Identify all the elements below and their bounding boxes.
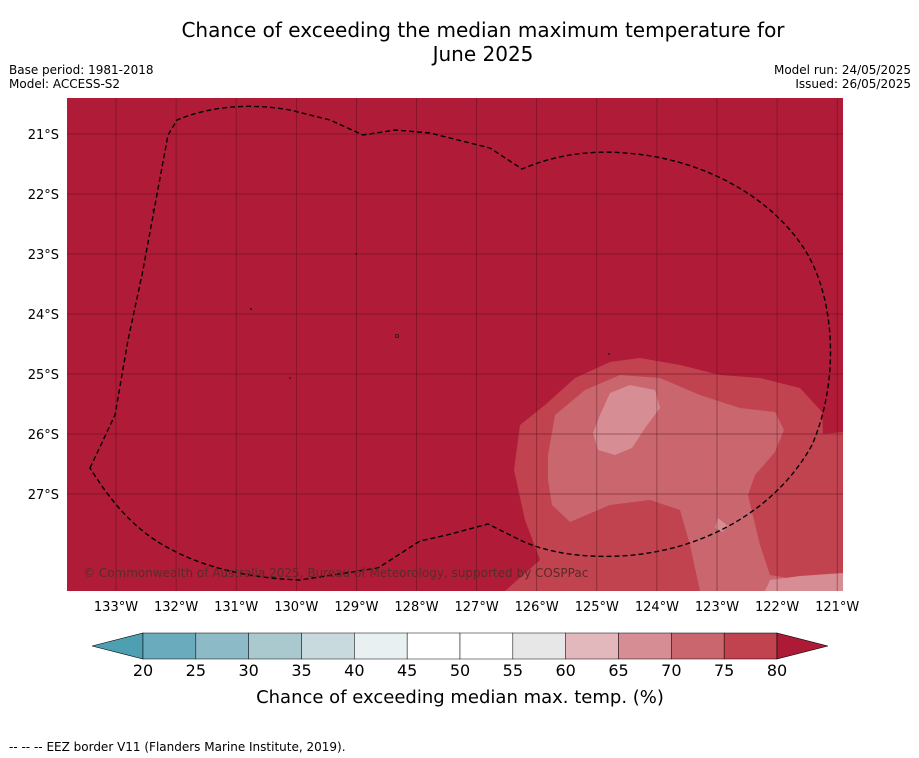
longitude-tick-label: 126°W [515, 600, 559, 615]
island-marker [355, 253, 357, 255]
colorbar-cell [195, 632, 249, 660]
colorbar-cell [406, 632, 461, 660]
longitude-tick-label: 124°W [635, 600, 679, 615]
longitude-tick-label: 128°W [394, 600, 438, 615]
eez-legend-symbol: -- -- -- [9, 740, 43, 754]
colorbar-tick-label: 75 [714, 661, 734, 680]
island-markers [139, 209, 610, 379]
colorbar-high-extend [776, 632, 829, 660]
colorbar-tick-label: 65 [608, 661, 628, 680]
colorbar-tick-label: 30 [238, 661, 258, 680]
title-line-2: June 2025 [432, 42, 534, 66]
colorbar-tick-label: 35 [291, 661, 311, 680]
island-marker [139, 281, 141, 283]
colorbar-cell [671, 632, 725, 660]
latitude-axis: 21°S 22°S 23°S 24°S 25°S 26°S 27°S [28, 128, 59, 503]
colorbar-cell [354, 632, 408, 660]
colorbar-cell [459, 632, 514, 660]
colorbar-tick-label: 70 [661, 661, 681, 680]
latitude-tick-label: 24°S [28, 308, 59, 323]
base-period-text: Base period: 1981-2018 [9, 63, 154, 77]
colorbar-tick-label: 25 [186, 661, 206, 680]
latitude-tick-label: 25°S [28, 368, 59, 383]
colorbar-tick-label: 50 [450, 661, 470, 680]
colorbar-tick-label: 40 [344, 661, 364, 680]
colorbar-title: Chance of exceeding median max. temp. (%… [256, 687, 664, 708]
colorbar-tick-label: 45 [397, 661, 417, 680]
model-run-text: Model run: 24/05/2025 [773, 63, 911, 77]
colorbar-tick-label: 20 [133, 661, 153, 680]
title-line-1: Chance of exceeding the median maximum t… [181, 18, 785, 42]
latitude-tick-label: 23°S [28, 248, 59, 263]
colorbar-cell [142, 632, 197, 660]
island-marker [250, 308, 252, 310]
island-marker [394, 333, 399, 338]
metadata-right: Model run: 24/05/2025 Issued: 26/05/2025 [774, 63, 911, 91]
colorbar: 20 25 30 35 40 45 50 55 60 65 70 75 80 Chance of exc… [91, 632, 829, 708]
longitude-tick-label: 123°W [695, 600, 739, 615]
longitude-tick-label: 125°W [575, 600, 619, 615]
colorbar-cell [248, 632, 302, 660]
colorbar-tick-label: 55 [503, 661, 523, 680]
footer-legend: -- -- -- EEZ border V11 (Flanders Marine… [9, 740, 346, 754]
island-marker [289, 377, 291, 379]
map-gridlines [67, 98, 843, 591]
model-text: Model: ACCESS-S2 [9, 77, 121, 91]
map-title: Chance of exceeding the median maximum t… [0, 18, 919, 66]
longitude-tick-label: 129°W [334, 600, 378, 615]
eez-legend-text: EEZ border V11 (Flanders Marine Institut… [46, 740, 346, 754]
latitude-tick-label: 26°S [28, 428, 59, 443]
latitude-tick-label: 21°S [28, 128, 59, 143]
latitude-tick-label: 22°S [28, 188, 59, 203]
colorbar-tick-label: 60 [555, 661, 575, 680]
longitude-tick-label: 122°W [755, 600, 799, 615]
longitude-tick-label: 130°W [274, 600, 318, 615]
island-marker [608, 353, 610, 355]
colorbar-cell [565, 632, 619, 660]
colorbar-cell [512, 632, 566, 660]
longitude-axis: 133°W 132°W 131°W 130°W 129°W 128°W 127°W 126°W… [94, 600, 860, 615]
colorbar-tick-label: 80 [767, 661, 787, 680]
colorbar-cells [142, 632, 778, 660]
longitude-tick-label: 133°W [94, 600, 138, 615]
map-panel: © Commonwealth of Australia 2025, Bureau… [67, 98, 843, 591]
issued-text: Issued: 26/05/2025 [795, 77, 911, 91]
copyright-text: © Commonwealth of Australia 2025, Bureau… [83, 566, 588, 580]
colorbar-cell [618, 632, 672, 660]
island-marker [152, 209, 154, 211]
probability-65-70-region [593, 385, 843, 591]
metadata-left: Base period: 1981-2018 Model: ACCESS-S2 [9, 63, 154, 91]
longitude-tick-label: 131°W [214, 600, 258, 615]
latitude-tick-label: 27°S [28, 488, 59, 503]
longitude-tick-label: 132°W [154, 600, 198, 615]
colorbar-low-extend [91, 632, 144, 660]
colorbar-cell [723, 632, 778, 660]
longitude-tick-label: 121°W [815, 600, 859, 615]
longitude-tick-label: 127°W [455, 600, 499, 615]
colorbar-cell [301, 632, 355, 660]
colorbar-ticks: 20 25 30 35 40 45 50 55 60 65 70 75 80 [133, 661, 787, 680]
eez-border-line [89, 105, 832, 581]
